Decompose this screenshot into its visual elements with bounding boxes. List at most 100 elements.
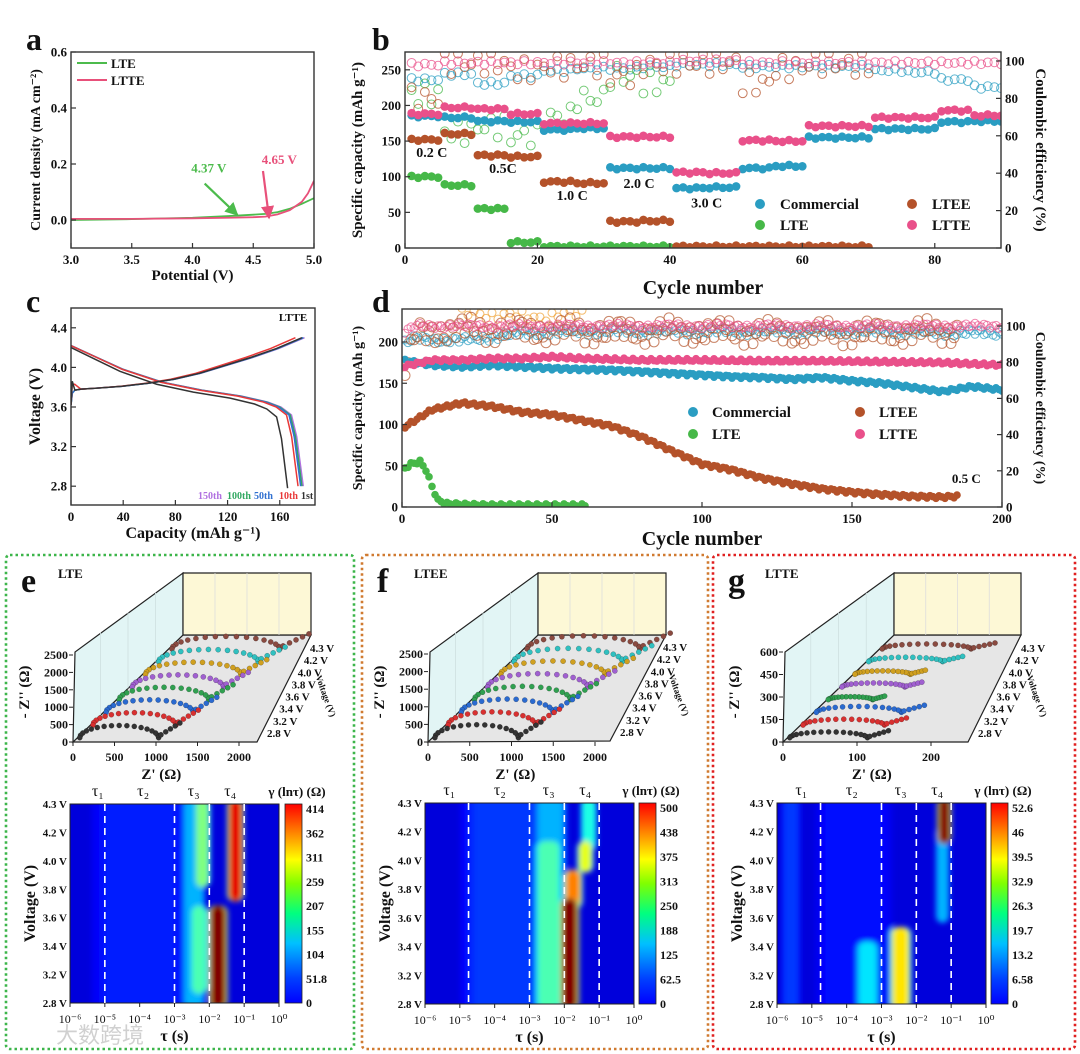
- eis-point-4.0v: [199, 659, 206, 666]
- ce-point-commercial: [472, 77, 483, 88]
- capacity-point-ltee: [758, 242, 767, 248]
- eis-point-3.2v: [160, 713, 167, 720]
- tau-tick-label: 10⁻⁴: [483, 1013, 506, 1027]
- ce-point-ltte: [916, 58, 927, 69]
- capacity-point-ltee: [837, 241, 847, 248]
- eis-point-3.8v: [892, 681, 899, 687]
- x-tick-label: 4.0: [184, 252, 200, 267]
- ce-point-ltte: [671, 57, 682, 68]
- colorbar-tick-label: 104: [306, 948, 324, 962]
- ce-point-ltte: [889, 321, 899, 331]
- eis-point-4.0v: [869, 668, 875, 674]
- capacity-point-ltte: [738, 137, 748, 146]
- zim-tick-label: 2500: [44, 648, 68, 662]
- capacity-point-commercial: [493, 116, 503, 125]
- ce-point-ltee: [576, 324, 588, 336]
- voltage-tick-label: 3.2 V: [750, 970, 774, 982]
- ce-point-ltee: [638, 69, 649, 80]
- eis-point-2.8v: [876, 730, 882, 737]
- ce-point-ltte: [565, 319, 575, 329]
- eis-point-2.8v: [798, 730, 804, 737]
- eis-point-4.0v: [208, 660, 215, 666]
- capacity-point-lte: [526, 238, 536, 247]
- eis-point-2.8v: [457, 722, 464, 729]
- eis-point-3.4v: [171, 699, 177, 705]
- ce-point-commercial: [790, 60, 801, 70]
- ce-point-ltee: [849, 331, 861, 343]
- eis-point-3.6v: [192, 688, 199, 694]
- plot-marks: [406, 52, 1001, 248]
- eis-point-3.8v: [562, 672, 569, 679]
- voltage-depth-label: 3.6 V: [638, 691, 662, 703]
- ce-point-ltee: [876, 333, 888, 345]
- eis-point-3.4v: [856, 703, 862, 710]
- eis-point-3.4v: [839, 704, 846, 710]
- capacity-point-lte: [572, 242, 582, 248]
- eis-point-2.8v: [518, 731, 524, 738]
- capacity-point-ltte: [572, 119, 582, 128]
- eis-point-4.3v: [948, 641, 955, 648]
- eis-point-3.4v: [478, 698, 485, 705]
- ce-point-ltee: [564, 312, 576, 324]
- capacity-point-lte: [425, 473, 433, 481]
- eis-point-3.8v: [217, 679, 223, 686]
- panel-letter: a: [26, 21, 42, 57]
- y2-tick-label: 100: [1005, 53, 1025, 68]
- plot-frame: [404, 51, 1002, 249]
- eis-point-3.8v: [882, 680, 889, 687]
- ce-point-ltte: [808, 322, 818, 332]
- ce-point-ltte: [643, 320, 653, 330]
- ce-point-ltte: [466, 58, 477, 69]
- ce-point-ltte: [565, 56, 576, 67]
- eis-point-4.2v: [642, 645, 649, 652]
- capacity-point-lte: [546, 241, 555, 248]
- watermark: 大数跨境: [56, 1023, 144, 1048]
- eis-point-3.2v: [497, 709, 504, 715]
- eis-point-3.6v: [144, 685, 150, 692]
- colorbar-title: γ (lnτ) (Ω): [621, 783, 679, 798]
- tau-tick-label: 10⁻¹: [233, 1012, 255, 1026]
- ce-point-ltte: [985, 323, 995, 333]
- ce-point-ltte: [949, 321, 959, 331]
- eis-point-4.0v: [879, 668, 886, 674]
- ce-point-ltee: [572, 63, 583, 74]
- tau-label: τ₄: [224, 783, 236, 800]
- ce-point-lte: [585, 95, 596, 106]
- ce-point-lte: [525, 140, 536, 151]
- ce-point-ltte: [742, 320, 752, 330]
- eis-point-4.0v: [560, 658, 566, 665]
- capacity-point-ltte: [890, 112, 900, 122]
- eis-point-3.2v: [556, 706, 563, 713]
- capacity-point-ltee: [685, 242, 695, 248]
- ce-point-ltte: [559, 59, 569, 70]
- capacity-point-commercial: [678, 183, 688, 192]
- tau-tick-label: 10⁻⁵: [449, 1013, 472, 1027]
- depth-axis-title: Voltage (V): [1025, 674, 1049, 718]
- zim-tick-label: 500: [50, 718, 68, 732]
- capacity-point-commercial: [831, 134, 840, 143]
- tau-tick-label: 10⁻¹: [588, 1013, 610, 1027]
- ce-point-ltte: [955, 323, 965, 333]
- ce-point-commercial: [764, 61, 775, 72]
- ce-point-ltee: [579, 337, 591, 349]
- capacity-point-ltee: [599, 178, 608, 188]
- tau-tick-label: 10⁻²: [198, 1012, 220, 1026]
- tau-label: τ₄: [931, 782, 943, 799]
- capacity-point-commercial: [440, 112, 450, 121]
- capacity-point-ltee: [533, 151, 542, 161]
- ce-point-ltte: [679, 322, 689, 332]
- ce-point-commercial: [876, 65, 887, 76]
- capacity-point-ltee: [493, 150, 503, 159]
- eis-point-2.8v: [481, 722, 488, 728]
- voltage-depth-label: 3.6 V: [996, 692, 1020, 704]
- eis-point-2.8v: [167, 726, 174, 732]
- ce-point-ltee: [786, 337, 798, 349]
- ce-point-ltee: [588, 338, 600, 350]
- eis-point-3.8v: [576, 676, 583, 683]
- x-tick-label: 40: [117, 509, 130, 524]
- ce-point-ltte: [724, 320, 734, 330]
- capacity-point-commercial: [698, 183, 708, 193]
- voltage-tick-label: 3.4 V: [43, 941, 67, 953]
- colorbar-tick-label: 32.9: [1012, 875, 1033, 889]
- eis-point-4.2v: [586, 646, 592, 653]
